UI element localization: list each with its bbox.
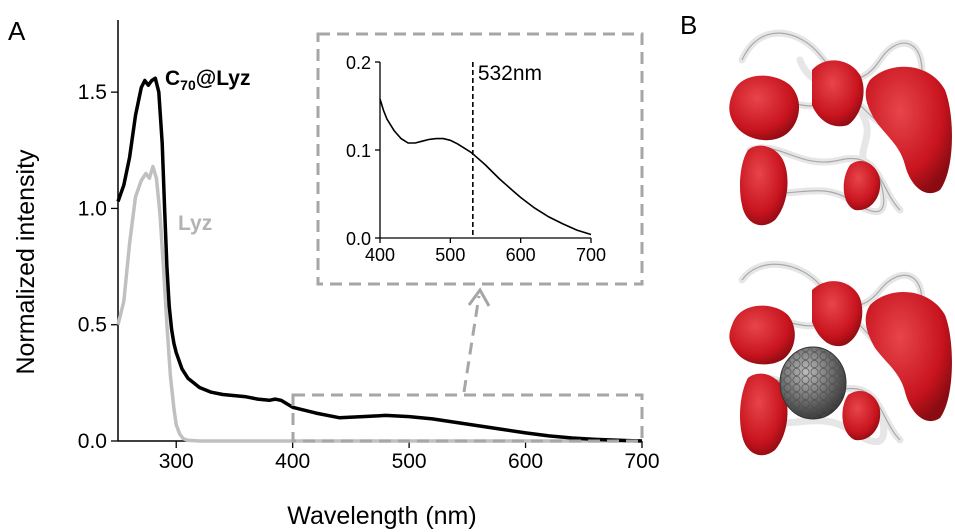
x-tick-label: 400	[365, 245, 395, 265]
x-tick-label: 700	[624, 450, 659, 473]
y-tick-label: 0.0	[78, 430, 107, 453]
x-tick-label: 500	[435, 245, 465, 265]
panel-letter-a: A	[8, 16, 26, 46]
x-tick-label: 500	[392, 450, 427, 473]
y-tick-label: 0.0	[346, 229, 371, 249]
inset-chart: 400 500 600 700 0.0 0.1 0.2 532nm	[316, 32, 644, 286]
y-tick-label: 0.5	[78, 314, 107, 337]
main-y-axis-title: Normalized intensity	[12, 149, 40, 375]
x-tick-label: 400	[275, 450, 310, 473]
series-label-c70-sub: 70	[180, 77, 196, 93]
series-label-lyz: Lyz	[178, 212, 212, 235]
y-tick-label: 1.5	[78, 81, 107, 104]
series-label-c70-rest: @Lyz	[196, 67, 251, 90]
main-ticks: 300 400 500 600 700 0.0 0.5 1.0 1.5	[78, 81, 660, 473]
fullerene-icon	[779, 346, 847, 420]
zoom-arrow-line	[462, 295, 481, 393]
zoom-arrow-head	[467, 287, 491, 307]
inset-frame	[316, 32, 644, 286]
inset-marker-label: 532nm	[478, 62, 542, 85]
protein-structure-bottom-with-fullerene	[729, 260, 952, 456]
series-label-c70-main: C	[165, 67, 180, 90]
x-tick-label: 600	[506, 245, 536, 265]
x-tick-label: 700	[576, 245, 606, 265]
series-line-lyz	[116, 164, 642, 443]
y-tick-label: 0.2	[346, 53, 371, 73]
inset-ticks: 400 500 600 700 0.0 0.1 0.2	[346, 53, 606, 265]
zoom-region-box	[291, 393, 644, 443]
y-tick-label: 1.0	[78, 197, 107, 220]
series-line-c70-lyz	[116, 76, 643, 443]
main-x-axis-title: Wavelength (nm)	[287, 502, 476, 530]
protein-structure-top	[729, 29, 952, 226]
main-chart: 300 400 500 600 700 0.0 0.5 1.0 1.5 Wavelength (…	[12, 20, 660, 530]
inset-series-line	[379, 98, 592, 236]
x-tick-label: 300	[159, 450, 194, 473]
x-tick-label: 600	[508, 450, 543, 473]
panel-letter-b: B	[680, 10, 697, 40]
y-tick-label: 0.1	[346, 141, 371, 161]
series-label-c70-lyz: C70@Lyz	[165, 67, 250, 93]
